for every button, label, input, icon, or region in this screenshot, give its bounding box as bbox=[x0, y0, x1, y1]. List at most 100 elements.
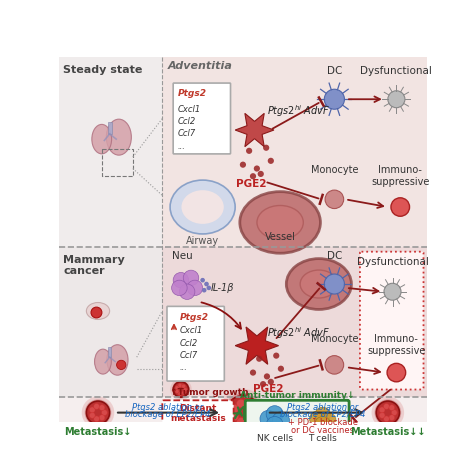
Circle shape bbox=[201, 278, 205, 283]
Text: Ccl7: Ccl7 bbox=[179, 351, 198, 360]
Circle shape bbox=[379, 412, 385, 418]
Text: Immuno-
suppressive: Immuno- suppressive bbox=[371, 164, 429, 187]
Circle shape bbox=[273, 412, 290, 429]
Text: Ccl2: Ccl2 bbox=[178, 117, 196, 126]
Polygon shape bbox=[235, 113, 274, 146]
Text: Metastasis↓: Metastasis↓ bbox=[64, 427, 132, 437]
Text: Cxcl1: Cxcl1 bbox=[178, 105, 201, 114]
Circle shape bbox=[207, 285, 211, 290]
Text: Immuno-
suppressive: Immuno- suppressive bbox=[367, 334, 426, 356]
Circle shape bbox=[278, 365, 284, 372]
Circle shape bbox=[173, 273, 189, 288]
Text: PGE2: PGE2 bbox=[236, 179, 267, 189]
Text: blockage of EP2/EP4: blockage of EP2/EP4 bbox=[125, 410, 210, 419]
Circle shape bbox=[256, 356, 262, 362]
Circle shape bbox=[182, 384, 185, 388]
FancyBboxPatch shape bbox=[245, 401, 349, 440]
Ellipse shape bbox=[286, 259, 351, 310]
Circle shape bbox=[237, 418, 245, 426]
Text: T cells: T cells bbox=[309, 434, 337, 443]
Circle shape bbox=[268, 379, 274, 385]
Text: DC: DC bbox=[327, 66, 342, 76]
FancyBboxPatch shape bbox=[162, 401, 234, 427]
Circle shape bbox=[372, 396, 404, 429]
Text: $Ptgs2^{\mathit{hi}}$ AdvF: $Ptgs2^{\mathit{hi}}$ AdvF bbox=[267, 103, 330, 119]
Circle shape bbox=[237, 399, 245, 408]
Circle shape bbox=[320, 413, 336, 428]
Text: Ccl2: Ccl2 bbox=[179, 339, 198, 348]
Ellipse shape bbox=[300, 270, 337, 298]
Circle shape bbox=[379, 407, 385, 413]
Text: $Ptgs2^{\mathit{hi}}$ AdvF: $Ptgs2^{\mathit{hi}}$ AdvF bbox=[267, 325, 330, 341]
Text: IL-1β: IL-1β bbox=[210, 283, 234, 293]
Circle shape bbox=[248, 409, 256, 417]
Circle shape bbox=[175, 390, 179, 393]
Circle shape bbox=[266, 406, 283, 423]
Text: Dysfunctional: Dysfunctional bbox=[356, 257, 428, 267]
Text: Steady state: Steady state bbox=[63, 64, 143, 74]
Bar bbox=[59, 397, 427, 422]
Circle shape bbox=[175, 386, 179, 390]
Bar bbox=[59, 57, 162, 247]
Ellipse shape bbox=[240, 191, 320, 253]
Circle shape bbox=[260, 381, 266, 387]
Circle shape bbox=[268, 158, 274, 164]
Circle shape bbox=[383, 403, 389, 410]
Circle shape bbox=[315, 407, 330, 423]
Text: ...: ... bbox=[178, 142, 186, 151]
FancyBboxPatch shape bbox=[173, 83, 230, 154]
Circle shape bbox=[263, 145, 269, 151]
Text: ✗: ✗ bbox=[231, 404, 246, 422]
Circle shape bbox=[94, 403, 100, 410]
Circle shape bbox=[266, 417, 283, 433]
Text: Mammary
cancer: Mammary cancer bbox=[63, 255, 125, 276]
Bar bbox=[162, 57, 427, 247]
Circle shape bbox=[387, 364, 406, 382]
Ellipse shape bbox=[170, 180, 235, 234]
Circle shape bbox=[230, 404, 239, 413]
Text: Ccl7: Ccl7 bbox=[178, 129, 196, 138]
Ellipse shape bbox=[257, 206, 303, 239]
Text: Ptgs2: Ptgs2 bbox=[179, 312, 209, 321]
Circle shape bbox=[86, 401, 109, 424]
Bar bbox=[102, 149, 133, 176]
Circle shape bbox=[219, 389, 267, 437]
Ellipse shape bbox=[86, 302, 109, 319]
Circle shape bbox=[173, 382, 189, 397]
Circle shape bbox=[226, 396, 260, 429]
Ellipse shape bbox=[107, 345, 128, 375]
Text: Ptgs2 ablation or: Ptgs2 ablation or bbox=[287, 402, 358, 411]
Circle shape bbox=[392, 410, 397, 416]
Circle shape bbox=[388, 91, 405, 108]
Bar bbox=[108, 347, 111, 357]
Circle shape bbox=[89, 407, 95, 413]
Circle shape bbox=[376, 401, 400, 424]
Circle shape bbox=[204, 282, 209, 286]
Ellipse shape bbox=[106, 119, 131, 155]
Circle shape bbox=[315, 417, 330, 432]
Text: PGE2: PGE2 bbox=[253, 384, 284, 394]
Circle shape bbox=[182, 391, 185, 395]
Circle shape bbox=[325, 190, 344, 209]
Circle shape bbox=[223, 393, 263, 432]
Text: NK cells: NK cells bbox=[257, 434, 293, 443]
Circle shape bbox=[383, 416, 389, 422]
Bar bbox=[59, 247, 162, 401]
Circle shape bbox=[94, 416, 100, 422]
Circle shape bbox=[273, 353, 279, 359]
FancyBboxPatch shape bbox=[167, 306, 224, 381]
Circle shape bbox=[183, 270, 199, 285]
Text: Metastasis↓↓: Metastasis↓↓ bbox=[350, 427, 426, 437]
Circle shape bbox=[172, 280, 187, 296]
Text: Adventitia: Adventitia bbox=[168, 61, 233, 71]
Circle shape bbox=[384, 283, 401, 300]
Circle shape bbox=[99, 415, 105, 420]
Circle shape bbox=[230, 412, 239, 421]
Text: blockage of EP2/EP4: blockage of EP2/EP4 bbox=[280, 410, 365, 419]
Text: ...: ... bbox=[179, 364, 187, 373]
Circle shape bbox=[389, 415, 395, 420]
Ellipse shape bbox=[94, 349, 111, 374]
Circle shape bbox=[324, 89, 345, 109]
Circle shape bbox=[117, 360, 126, 370]
Circle shape bbox=[254, 165, 260, 172]
